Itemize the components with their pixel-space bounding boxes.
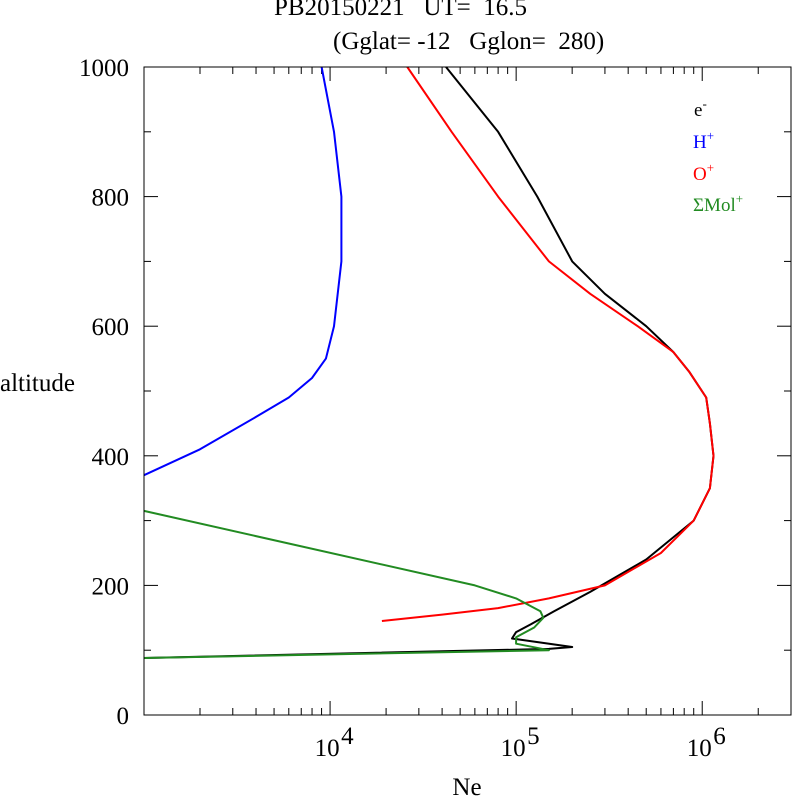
y-axis-label: altitude <box>0 370 75 397</box>
series-line-0000ff <box>143 66 343 477</box>
y-tick-label: 800 <box>92 185 130 212</box>
y-tick-label: 0 <box>117 703 130 730</box>
y-tick-label: 1000 <box>79 55 129 82</box>
legend-label-superscript: - <box>702 96 706 111</box>
legend-label: H+ <box>693 128 714 153</box>
chart-subtitle: (Gglat= -12 Gglon= 280) <box>333 28 605 55</box>
legend-label: O+ <box>693 160 714 185</box>
y-tick-labels: 0 200 400 600 800 1000 <box>79 55 129 730</box>
y-tick-label: 400 <box>92 444 130 471</box>
legend-label: ΣMol+ <box>693 191 743 216</box>
x-axis-label: Ne <box>452 774 481 796</box>
series-group <box>143 66 715 659</box>
chart-title: PB20150221 UT= 16.5 <box>274 0 528 21</box>
y-tick-label: 600 <box>92 314 130 341</box>
x-tick-label: 10 <box>315 735 340 762</box>
x-tick-label-exponent: 6 <box>713 723 726 750</box>
x-tick-labels: 10 4 10 5 10 6 <box>315 723 726 762</box>
x-tick-label: 10 <box>501 735 526 762</box>
legend: e- H+ O+ ΣMol+ <box>693 96 743 216</box>
series-line-000000 <box>143 66 715 659</box>
x-tick-label-exponent: 5 <box>527 723 540 750</box>
series-line-ff0000 <box>381 66 715 622</box>
series-line-228b22 <box>143 509 550 659</box>
legend-label: e- <box>694 96 707 121</box>
legend-label-superscript: + <box>736 191 743 206</box>
x-tick-label-exponent: 4 <box>341 723 354 750</box>
y-tick-label: 200 <box>92 573 130 600</box>
plot-frame <box>143 66 792 716</box>
x-tick-label: 10 <box>687 735 712 762</box>
legend-label-superscript: + <box>707 160 714 175</box>
legend-label-superscript: + <box>707 128 714 143</box>
